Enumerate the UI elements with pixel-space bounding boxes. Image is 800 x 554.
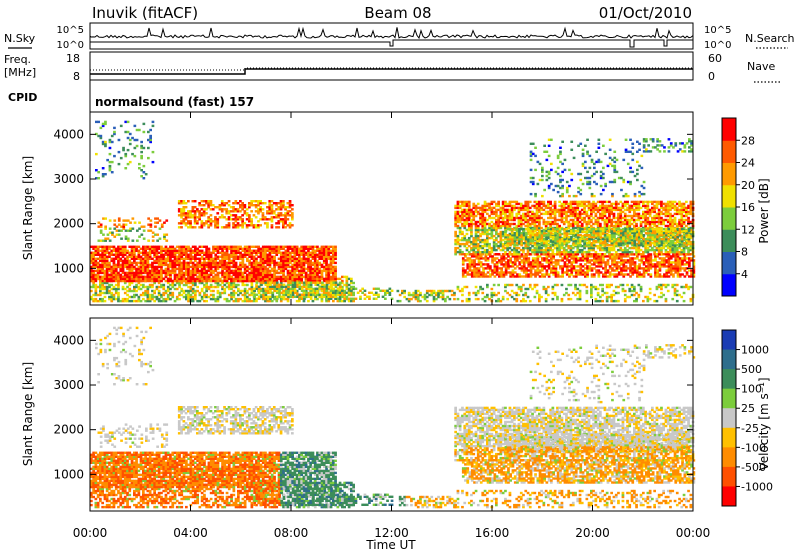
noise-sky-line [89,26,694,40]
power-colorbar-label: Power [dB] [757,178,771,243]
colorbar-tick-label: 25 [741,402,755,415]
colorbar-swatch [722,251,736,275]
freq-tick-right-bottom: 0 [708,70,715,83]
freq-left-label-2: [MHz] [4,66,36,79]
noise-tick-left-top: 10^5 [57,25,84,36]
range-tick-label: 1000 [53,467,84,481]
noise-left-label: N.Sky [4,32,36,45]
station-title: Inuvik (fitACF) [92,4,198,22]
nave-line [90,67,693,71]
time-axis-label: Time UT [365,538,416,552]
time-tick-label: 08:00 [274,526,309,540]
velocity-panel: Slant Range [km] 1000 2000 3000 4000 [21,317,696,512]
power-ylabel: Slant Range [km] [21,156,35,260]
velocity-heatmap-cells [90,326,696,509]
colorbar-swatch [722,140,736,163]
noise-tick-right-top: 10^5 [704,25,731,36]
power-heatmap-cells [90,120,696,303]
time-tick-label: 00:00 [73,526,108,540]
range-tick-label: 4000 [53,127,84,141]
colorbar-swatch [722,207,736,230]
date-title: 01/Oct/2010 [599,4,692,22]
noise-panel: N.Sky N.Search 10^5 10^0 10^5 10^0 [4,22,795,51]
noise-search-line [90,39,693,48]
colorbar-tick-label: 100 [741,383,762,396]
colorbar-swatch [722,369,736,390]
colorbar-tick-label: -500 [741,461,766,474]
velocity-colorbar: 1000 500 100 25 -25 -100 -500 -1000 Velocity [m… [721,329,773,507]
range-tick-label: 1000 [53,261,84,275]
freq-tick-left-bottom: 8 [73,70,80,83]
range-tick-label: 3000 [53,378,84,392]
range-tick-label: 2000 [53,423,84,437]
colorbar-tick-label: 500 [741,363,762,376]
noise-right-label: N.Search [745,32,795,45]
colorbar-swatch [722,330,736,351]
freq-right-label: Nave [747,60,775,73]
colorbar-swatch [722,427,736,448]
power-panel: Slant Range [km] 1000 2000 3000 4000 [21,111,696,306]
time-axis: 00:00 04:00 08:00 12:00 16:00 20:00 00:00 [73,112,711,540]
range-tick-label: 2000 [53,217,84,231]
freq-left-label-1: Freq. [4,53,31,66]
cpid-label: CPID [8,91,37,104]
time-tick-label: 00:00 [676,526,711,540]
range-tick-label: 4000 [53,333,84,347]
colorbar-swatch [722,162,736,186]
freq-tick-left-top: 18 [66,52,80,65]
colorbar-swatch [722,486,736,507]
range-tick-label: 3000 [53,172,84,186]
colorbar-tick-label: 24 [741,157,755,170]
colorbar-swatch [722,447,736,468]
colorbar-tick-label: -25 [741,422,759,435]
colorbar-swatch [722,466,736,487]
noise-tick-right-bottom: 10^0 [704,40,731,51]
colorbar-tick-label: 12 [741,223,755,236]
noise-tick-left-bottom: 10^0 [57,40,84,51]
time-tick-label: 20:00 [575,526,610,540]
colorbar-tick-label: 28 [741,134,755,147]
time-tick-label: 12:00 [374,526,409,540]
colorbar-tick-label: -1000 [741,480,773,493]
colorbar-swatch [722,273,736,297]
colorbar-tick-label: 4 [741,268,748,281]
colorbar-tick-label: 8 [741,246,748,259]
colorbar-swatch [722,349,736,370]
colorbar-swatch [722,408,736,429]
power-colorbar: 4 8 12 16 20 24 28 Power [dB] [721,117,771,297]
frequency-panel: Freq. [MHz] Nave 18 8 60 0 [4,51,780,83]
colorbar-swatch [722,184,736,208]
time-tick-label: 04:00 [173,526,208,540]
colorbar-tick-label: -100 [741,441,766,454]
colorbar-swatch [722,388,736,409]
cpid-text: normalsound (fast) 157 [95,95,254,109]
colorbar-swatch [722,118,736,141]
freq-tick-right-top: 60 [708,52,722,65]
colorbar-tick-label: 20 [741,179,755,192]
time-tick-label: 16:00 [475,526,510,540]
freq-line [90,68,693,75]
colorbar-swatch [722,229,736,252]
colorbar-tick-label: 16 [741,201,755,214]
colorbar-tick-label: 1000 [741,344,769,357]
velocity-ylabel: Slant Range [km] [21,362,35,466]
velocity-colorbar-label: Velocity [m s⁻¹] [757,377,771,470]
beam-title: Beam 08 [364,4,431,22]
